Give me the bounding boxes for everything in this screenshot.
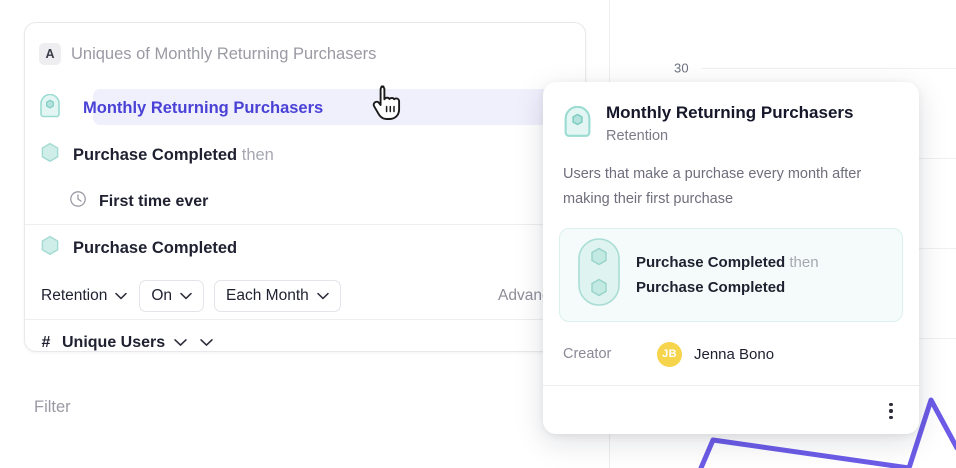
- popover-event-then: then: [789, 253, 819, 271]
- popover-event-list: Purchase Completed then Purchase Complet…: [636, 254, 819, 296]
- event-hexagon-icon: [39, 234, 61, 263]
- popover-event-item: Purchase Completed then: [636, 254, 819, 271]
- event-row-purchase-completed-2[interactable]: Purchase Completed: [25, 225, 585, 272]
- clock-icon: [69, 190, 87, 213]
- event-sequence-icon: [576, 236, 622, 313]
- kebab-dot: [889, 415, 893, 419]
- event-row-highlight: [93, 89, 553, 125]
- metric-label: Unique Users: [62, 334, 166, 351]
- chart-gridline: [702, 68, 956, 69]
- retention-hexagon-icon: [563, 105, 592, 144]
- query-title: Uniques of Monthly Returning Purchasers: [71, 44, 377, 63]
- event-row-label-2: Purchase Completed: [73, 239, 238, 257]
- measure-dropdown[interactable]: Retention: [39, 282, 129, 310]
- hash-icon: #: [41, 334, 51, 351]
- query-card-header: A Uniques of Monthly Returning Purchaser…: [25, 23, 585, 85]
- event-row-label-1: Purchase Completed then: [73, 146, 274, 165]
- query-builder-card: A Uniques of Monthly Returning Purchaser…: [24, 22, 586, 352]
- chevron-down-icon: [317, 287, 329, 305]
- avatar: JB: [657, 341, 682, 367]
- chevron-down-icon: [180, 287, 192, 305]
- sub-event-label: First time ever: [99, 192, 209, 210]
- chevron-down-icon[interactable]: [200, 334, 213, 351]
- kebab-dot: [889, 402, 893, 407]
- event-label-text-1: Purchase Completed: [73, 146, 238, 164]
- event-sub-row-first-time-ever[interactable]: First time ever: [25, 179, 585, 225]
- metric-row: # Unique Users: [25, 320, 585, 351]
- query-letter-badge: A: [39, 43, 61, 65]
- chart-line-series: [698, 397, 956, 468]
- event-hexagon-icon: [39, 141, 61, 170]
- event-then-text-1: then: [241, 146, 274, 164]
- retention-hexagon-icon: [39, 93, 61, 123]
- popover-footer: [543, 386, 919, 434]
- popover-event-label: Purchase Completed: [636, 278, 786, 296]
- measure-dropdown-label: Retention: [41, 286, 108, 304]
- popover-event-label: Purchase Completed: [636, 253, 786, 271]
- event-row-purchase-completed-1[interactable]: Purchase Completed then: [25, 132, 585, 179]
- operator-dropdown-label: On: [151, 286, 173, 304]
- pointing-hand-cursor: [372, 85, 401, 120]
- query-controls-row: Retention On Each Month Advanced: [25, 272, 585, 320]
- operator-dropdown[interactable]: On: [139, 279, 205, 312]
- chart-y-tick-label: 30: [674, 60, 689, 76]
- chevron-down-icon[interactable]: [174, 334, 187, 351]
- event-details-popover: Monthly Returning Purchasers Retention U…: [543, 82, 919, 434]
- kebab-menu-icon[interactable]: [881, 401, 901, 421]
- popover-events-box: Purchase Completed then Purchase Complet…: [559, 227, 903, 322]
- interval-dropdown[interactable]: Each Month: [214, 279, 341, 312]
- popover-subtitle: Retention: [606, 127, 669, 144]
- popover-event-item: Purchase Completed: [636, 279, 819, 296]
- event-row-selected-label: Monthly Returning Purchasers: [83, 99, 324, 117]
- interval-dropdown-label: Each Month: [226, 286, 309, 304]
- creator-label: Creator: [563, 346, 612, 363]
- popover-header-texts: Monthly Returning Purchasers Retention: [606, 102, 853, 144]
- popover-creator-row: Creator JB Jenna Bono: [543, 322, 919, 386]
- popover-title: Monthly Returning Purchasers: [606, 103, 854, 122]
- filter-section-label: Filter: [34, 398, 71, 416]
- event-row-selected[interactable]: Monthly Returning Purchasers: [25, 85, 585, 132]
- popover-description: Users that make a purchase every month a…: [563, 165, 862, 207]
- chevron-down-icon: [115, 287, 128, 305]
- popover-header: Monthly Returning Purchasers Retention: [543, 82, 919, 144]
- creator-name[interactable]: Jenna Bono: [694, 345, 775, 363]
- kebab-dot: [889, 409, 893, 413]
